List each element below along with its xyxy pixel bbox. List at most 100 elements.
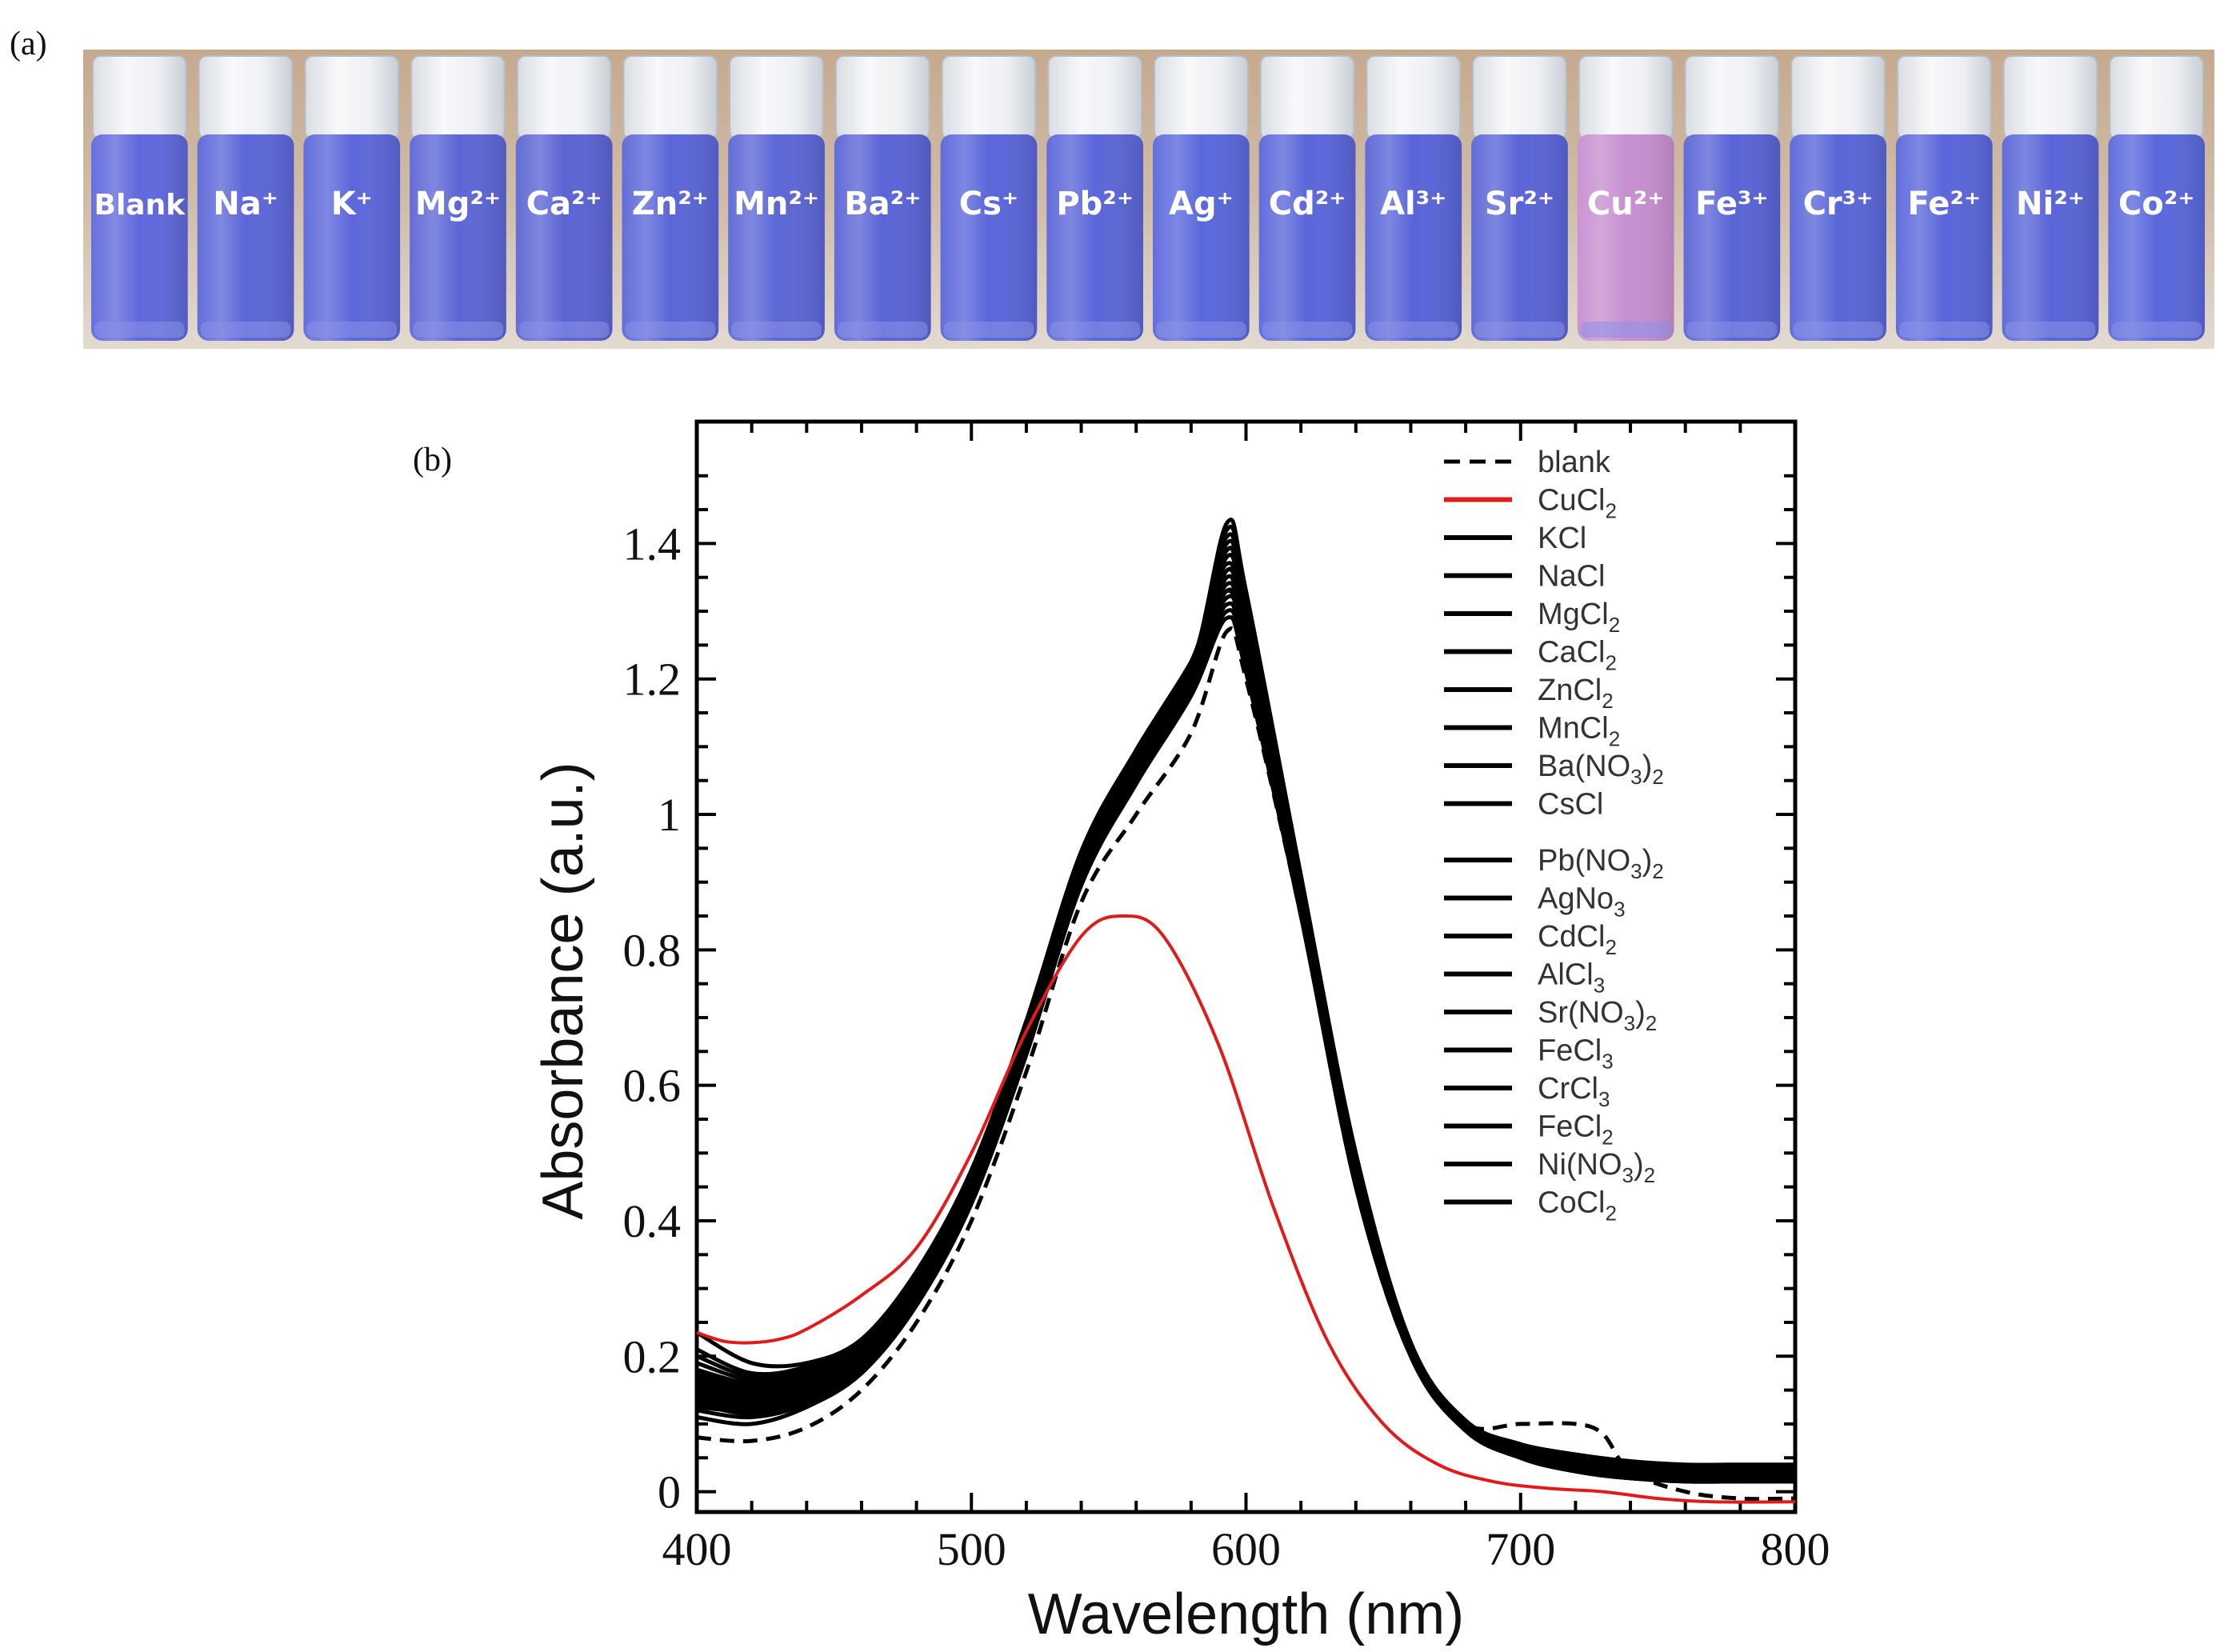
vial-glass-shine <box>1046 134 1143 341</box>
vial-glass-shine <box>2002 134 2099 341</box>
vial: Al³⁺ <box>1365 55 1462 341</box>
vial-base <box>837 322 928 338</box>
vial-cap <box>304 55 400 140</box>
vial-glass-shine <box>1895 134 1993 341</box>
vial-label: Ba²⁺ <box>844 186 921 222</box>
vial-base <box>1156 322 1246 338</box>
vial-cap <box>516 55 612 140</box>
vial-base <box>625 322 716 338</box>
vial-cap <box>2002 55 2098 140</box>
vial-label: Al³⁺ <box>1380 186 1446 222</box>
x-tick-label: 500 <box>937 1523 1006 1575</box>
vial-glass-shine <box>515 134 613 341</box>
vial-base <box>94 322 185 338</box>
legend-entry: Ba(NO3)2 <box>1444 750 1664 789</box>
vial-cap <box>198 55 294 140</box>
vial-glass-shine <box>197 134 294 341</box>
vial-glass-shine <box>940 134 1038 341</box>
vial-label: Cu²⁺ <box>1587 186 1664 222</box>
legend-entry: Sr(NO3)2 <box>1444 996 1657 1035</box>
y-axis-title: Absorbance (a.u.) <box>531 762 595 1219</box>
vial-cap <box>1578 55 1674 140</box>
vial-base <box>1898 322 1990 338</box>
vial-label: Zn²⁺ <box>632 186 709 222</box>
vial-label: Cr³⁺ <box>1803 186 1874 222</box>
vial-label: Na⁺ <box>213 186 278 222</box>
legend-entry: blank <box>1444 446 1611 479</box>
legend-entry: KCl <box>1444 522 1586 555</box>
vial-label: K⁺ <box>331 186 373 222</box>
vial-glass-shine <box>728 134 825 341</box>
vial-label: Sr²⁺ <box>1485 186 1554 222</box>
legend-entry: CuCl2 <box>1444 484 1617 523</box>
vial: K⁺ <box>303 55 401 341</box>
vial-glass-shine <box>1790 134 1886 341</box>
legend-entry: CsCl <box>1444 788 1603 822</box>
vial: Cd²⁺ <box>1258 55 1356 341</box>
x-tick-label: 700 <box>1486 1523 1555 1575</box>
vial-label: Cs⁺ <box>959 186 1018 222</box>
legend-label: Ba(NO3)2 <box>1538 750 1664 789</box>
vial-photo: Blank Na⁺ K⁺ Mg²⁺ Ca²⁺ Zn²⁺ Mn²⁺ Ba²⁺ Cs⁺ Pb²⁺ Ag⁺… <box>83 50 2214 349</box>
legend-label: Ni(NO3)2 <box>1538 1148 1655 1187</box>
vial-label: Ca²⁺ <box>526 186 602 222</box>
vial-base <box>1686 322 1778 338</box>
vial: Co²⁺ <box>2108 55 2205 341</box>
x-tick-label: 600 <box>1211 1523 1281 1575</box>
vial-glass-shine <box>303 134 401 341</box>
legend-label: ZnCl2 <box>1538 674 1614 713</box>
legend-label: CrCl3 <box>1538 1072 1610 1111</box>
y-tick-label: 1.2 <box>623 654 682 706</box>
photo-background <box>83 50 2214 349</box>
legend-label: FeCl3 <box>1538 1034 1614 1074</box>
vial: Ca²⁺ <box>515 55 613 341</box>
vial: Mn²⁺ <box>728 55 825 341</box>
legend-label: Pb(NO3)2 <box>1538 844 1664 883</box>
vial-cap <box>1259 55 1355 140</box>
legend-label: MgCl2 <box>1538 598 1620 637</box>
legend-label: CdCl2 <box>1538 920 1617 959</box>
legend-entry: FeCl2 <box>1444 1110 1614 1150</box>
vial-cap <box>92 55 187 140</box>
legend-entry: MgCl2 <box>1444 598 1620 637</box>
y-tick-label: 0.8 <box>623 924 682 976</box>
vial-label: Ni²⁺ <box>2016 186 2085 222</box>
vial: Pb²⁺ <box>1046 55 1143 341</box>
vial-cap <box>1154 55 1249 140</box>
legend-label: NaCl <box>1538 560 1605 594</box>
vial-base <box>1474 322 1565 338</box>
series-line-cucl2 <box>696 914 1796 1504</box>
vial: Cs⁺ <box>940 55 1038 341</box>
legend-label: CuCl2 <box>1538 484 1617 523</box>
legend-entry: ZnCl2 <box>1444 674 1614 713</box>
vial-label: Blank <box>94 189 186 222</box>
vial: Na⁺ <box>197 55 294 341</box>
legend-label: CaCl2 <box>1538 636 1617 675</box>
vial-label: Fe²⁺ <box>1908 186 1981 222</box>
vial-base <box>731 322 822 338</box>
vial-base <box>200 322 291 338</box>
vial-cap <box>410 55 506 140</box>
legend-label: AlCl3 <box>1538 958 1605 998</box>
vial-glass-shine <box>91 134 188 341</box>
legend-label: MnCl2 <box>1538 712 1620 751</box>
vial-glass-shine <box>1365 134 1462 341</box>
vial-glass-shine <box>1153 134 1250 341</box>
legend-label: CoCl2 <box>1538 1186 1617 1226</box>
vial-cap <box>941 55 1037 140</box>
y-tick-label: 0 <box>658 1466 681 1518</box>
vial-cap <box>1047 55 1143 140</box>
panel-b-label: (b) <box>413 442 452 478</box>
vial-glass-shine <box>1471 134 1568 341</box>
vial-base <box>1050 322 1140 338</box>
legend-entry: CoCl2 <box>1444 1186 1617 1226</box>
vial-base <box>2005 322 2096 338</box>
panel-a-label: (a) <box>10 26 47 62</box>
vial: Blank <box>91 55 188 341</box>
vial-label: Cd²⁺ <box>1269 186 1346 222</box>
x-tick-label: 800 <box>1761 1523 1830 1575</box>
vial-glass-shine <box>1258 134 1356 341</box>
legend-entry: NaCl <box>1444 560 1605 594</box>
